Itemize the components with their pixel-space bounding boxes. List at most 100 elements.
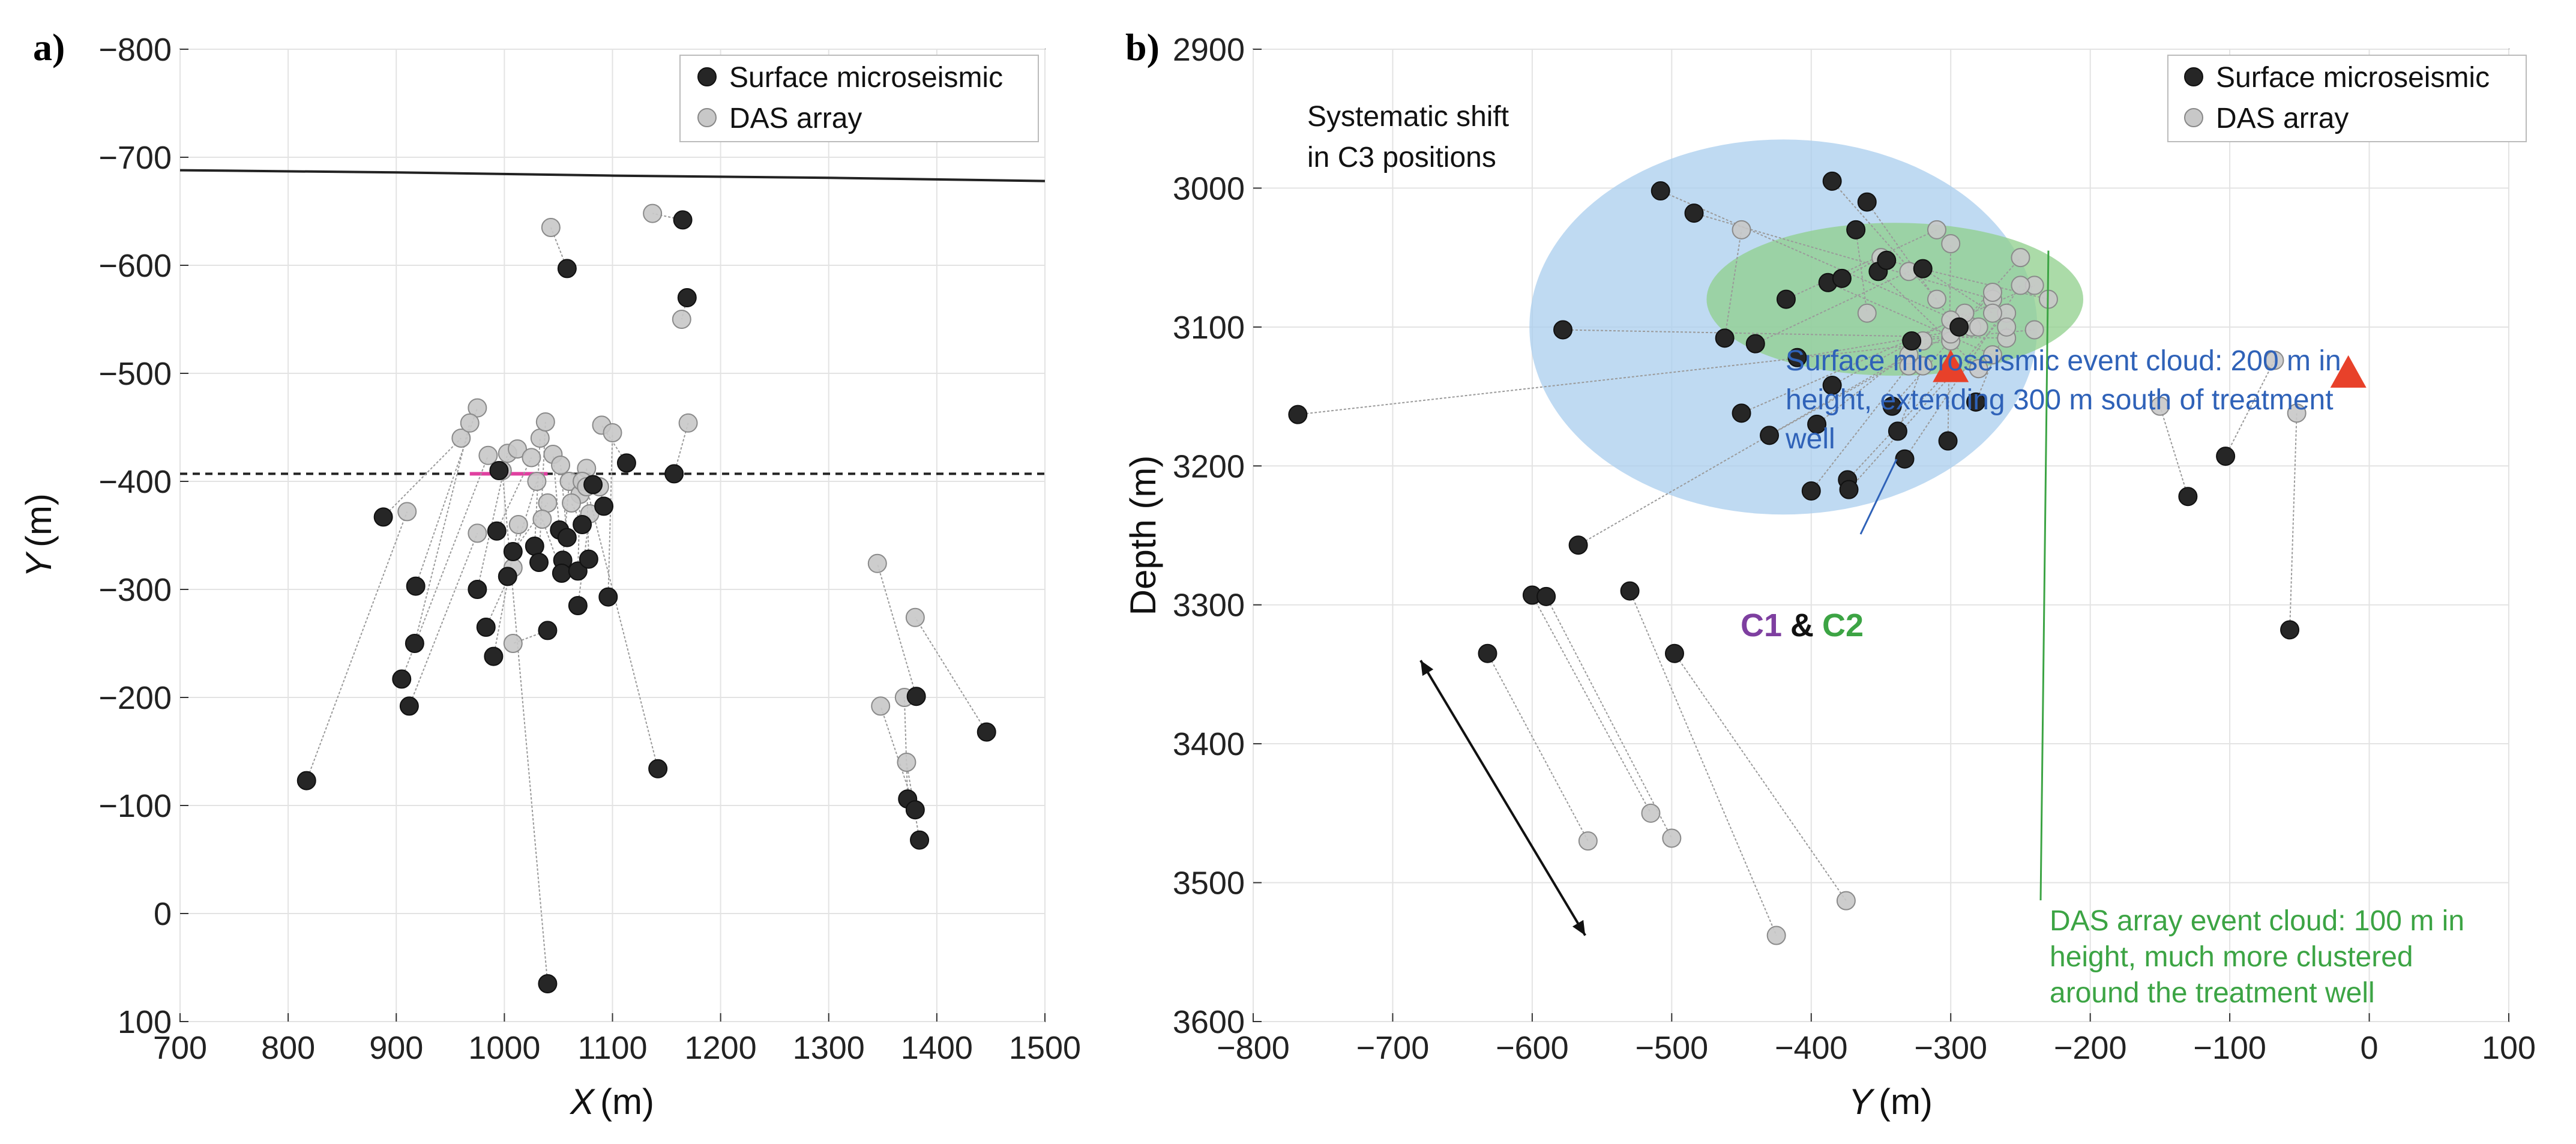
das-point <box>1969 359 1988 379</box>
link-line <box>1487 653 1589 841</box>
surface-point <box>579 549 598 569</box>
surface-point <box>1787 348 1807 367</box>
das-point <box>2024 320 2044 340</box>
panel-b-x-var: Y <box>1849 1082 1875 1122</box>
panel-a-scatter: a) 700 800 900 1000 1100 1200 1300 1400 1500 100… <box>19 26 1081 1122</box>
link-line <box>1563 329 2007 339</box>
das-point <box>532 510 552 529</box>
y-tick-label: 3300 <box>1173 588 1245 624</box>
surface-point <box>538 621 558 640</box>
blue-annotation-leader <box>1859 459 1898 535</box>
surface-point <box>1902 331 1922 351</box>
x-tick-label: −200 <box>2054 1030 2127 1066</box>
panel-b-surface-points <box>1288 171 2300 663</box>
das-point <box>397 502 417 522</box>
das-point <box>530 429 550 448</box>
das-point <box>1857 303 1877 323</box>
link-line <box>601 424 627 463</box>
surface-point <box>910 830 930 850</box>
link-line <box>1891 292 1993 407</box>
das-point <box>2011 248 2030 268</box>
y-tick-label: −700 <box>98 140 172 176</box>
link-line <box>1877 271 1979 370</box>
surface-point <box>568 596 588 615</box>
das-point <box>541 218 561 237</box>
surface-point <box>399 696 419 716</box>
green-annotation-line2: height, much more clustered <box>2050 941 2413 973</box>
x-tick-label: −300 <box>1914 1030 1987 1066</box>
link-line <box>408 533 478 706</box>
panel-a-boundary-line <box>179 169 1046 182</box>
y-tick-label: 3400 <box>1173 726 1245 762</box>
green-annotation-line1: DAS array event cloud: 100 m in <box>2050 905 2464 937</box>
y-tick-label: −200 <box>98 680 172 716</box>
link-line <box>305 511 408 781</box>
link-line <box>1629 591 1777 936</box>
das-point <box>1997 317 2017 337</box>
link-line <box>496 457 532 532</box>
surface-point <box>1839 480 1859 499</box>
panel-b-label: b) <box>1125 26 1160 68</box>
x-tick-label: 1300 <box>793 1030 865 1066</box>
x-tick-label: −400 <box>1775 1030 1848 1066</box>
surface-point <box>598 587 618 607</box>
green-annotation-leader <box>2039 250 2050 901</box>
surface-point <box>1553 320 1573 340</box>
surface-point <box>1715 328 1735 348</box>
surface-point <box>1913 259 1933 278</box>
surface-point <box>1651 181 1670 201</box>
shift-arrow-head <box>1420 660 1434 676</box>
das-point <box>1836 891 1856 911</box>
surface-point <box>1807 414 1827 434</box>
treatment-well-triangle <box>2330 355 2367 388</box>
das-point <box>2265 351 2284 370</box>
surface-point <box>1877 250 1897 270</box>
panel-b-x-unit: (m) <box>1879 1082 1933 1122</box>
das-point <box>2287 403 2307 423</box>
x-tick-label: 800 <box>261 1030 315 1066</box>
panel-b-legend-das-label: DAS array <box>2216 103 2349 134</box>
surface-point <box>594 496 614 516</box>
surface-point <box>1620 581 1640 601</box>
das-point <box>867 553 887 573</box>
surface-point <box>557 259 577 278</box>
link-line <box>2159 406 2189 497</box>
das-point <box>478 445 498 465</box>
surface-point <box>468 580 487 599</box>
link-line <box>1810 366 1910 492</box>
das-point <box>1941 234 1961 253</box>
surface-point <box>392 669 412 689</box>
link-line <box>1816 340 1924 425</box>
das-point <box>643 203 663 223</box>
x-tick-label: 700 <box>153 1030 207 1066</box>
surface-point <box>1478 643 1497 663</box>
link-line <box>512 502 549 552</box>
green-cloud-annotation: DAS array event cloud: 100 m in height, … <box>2039 250 2464 1009</box>
das-point <box>522 448 541 468</box>
das-point <box>905 607 925 627</box>
das-point <box>527 472 547 491</box>
das-point <box>1766 926 1786 945</box>
panel-b-y-axis-label: Depth (m) <box>1123 456 1163 616</box>
surface-point <box>405 634 424 653</box>
surface-point <box>573 515 592 534</box>
das-point <box>562 493 582 513</box>
das-point <box>678 413 698 433</box>
das-point <box>871 696 891 716</box>
link-line <box>1298 340 1951 415</box>
surface-point <box>373 507 393 527</box>
panel-b-legend-surface-label: Surface microseismic <box>2216 62 2490 94</box>
c1-c2-label: C1 & C2 <box>1741 607 1864 643</box>
das-point <box>672 310 691 329</box>
surface-point <box>2178 487 2198 507</box>
x-tick-label: 100 <box>2482 1030 2536 1066</box>
panel-b-x-ticks: −800 −700 −600 −500 −400 −300 −200 −100 0 100 <box>1217 1013 2536 1066</box>
y-tick-label: 3500 <box>1173 866 1245 902</box>
panel-a-x-ticks: 700 800 900 1000 1100 1200 1300 1400 1500 <box>153 1013 1081 1066</box>
y-tick-label: −400 <box>98 464 172 500</box>
panel-b-das-points <box>1578 220 2307 945</box>
surface-point <box>1882 396 1902 416</box>
surface-point <box>557 528 577 547</box>
panel-a-legend-box <box>679 55 1039 142</box>
link-line <box>562 481 570 561</box>
